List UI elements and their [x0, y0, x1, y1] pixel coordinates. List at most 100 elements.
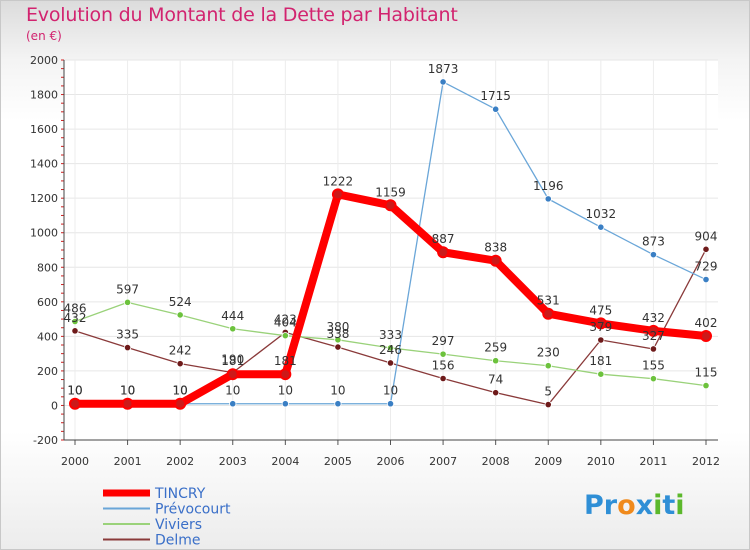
legend-label-pr-vocourt: Prévocourt: [155, 502, 231, 518]
data-label-pr-vocourt: 10: [225, 384, 240, 398]
data-label-pr-vocourt: 10: [383, 384, 398, 398]
data-label-tincry: 10: [67, 384, 82, 398]
x-tick-label: 2003: [219, 455, 247, 468]
data-point-tincry: [542, 307, 555, 320]
data-point-pr-vocourt: [544, 195, 552, 203]
legend-label-tincry: TINCRY: [154, 486, 206, 502]
x-tick-label: 2011: [639, 455, 667, 468]
x-tick-label: 2009: [534, 455, 562, 468]
logo-letter: i: [675, 490, 685, 521]
chart-title: Evolution du Montant de la Dette par Hab…: [26, 4, 458, 26]
y-tick-label: 400: [37, 330, 58, 343]
logo-letter: o: [617, 490, 636, 521]
logo-letter: r: [603, 490, 618, 521]
data-label-pr-vocourt: 1032: [586, 207, 617, 221]
data-point-pr-vocourt: [597, 223, 605, 231]
logo-letter: t: [662, 490, 676, 521]
data-point-viviers: [597, 370, 605, 378]
data-label-delme: 423: [274, 312, 297, 326]
logo-letter: i: [653, 490, 663, 521]
data-label-tincry: 181: [221, 354, 244, 368]
data-point-delme: [334, 343, 342, 351]
data-label-pr-vocourt: 729: [695, 260, 718, 274]
data-point-viviers: [71, 317, 79, 326]
data-point-pr-vocourt: [229, 400, 237, 408]
data-point-tincry: [279, 368, 292, 381]
x-tick-label: 2006: [377, 455, 405, 468]
data-point-tincry: [594, 317, 607, 330]
legend-label-delme: Delme: [155, 533, 201, 549]
y-tick-label: -200: [33, 434, 58, 447]
data-label-tincry: 402: [695, 316, 718, 330]
data-label-tincry: 432: [642, 311, 665, 325]
data-label-delme: 338: [326, 327, 349, 341]
data-point-delme: [123, 343, 132, 352]
data-label-delme: 335: [116, 328, 139, 342]
y-tick-label: 1400: [30, 158, 58, 171]
y-tick-label: 0: [51, 399, 58, 412]
data-point-tincry: [226, 368, 239, 381]
data-point-viviers: [229, 325, 237, 333]
data-point-viviers: [492, 357, 500, 365]
data-label-pr-vocourt: 10: [330, 384, 345, 398]
data-point-pr-vocourt: [702, 275, 710, 284]
data-label-tincry: 10: [173, 384, 188, 398]
data-point-delme: [439, 374, 447, 383]
data-point-viviers: [386, 344, 395, 352]
data-point-delme: [492, 389, 500, 397]
legend-label-viviers: Viviers: [155, 517, 202, 533]
data-point-delme: [386, 359, 395, 367]
data-point-viviers: [544, 362, 552, 370]
data-point-pr-vocourt: [281, 400, 289, 408]
data-label-viviers: 155: [642, 359, 665, 373]
data-label-pr-vocourt: 10: [120, 384, 135, 398]
data-point-tincry: [331, 188, 344, 201]
data-label-viviers: 115: [695, 366, 718, 380]
data-point-viviers: [281, 332, 289, 340]
data-label-pr-vocourt: 1715: [480, 89, 511, 103]
data-label-pr-vocourt: 10: [278, 384, 293, 398]
data-label-tincry: 475: [589, 303, 612, 317]
data-point-tincry: [700, 330, 712, 343]
data-point-tincry: [69, 397, 81, 410]
data-label-tincry: 838: [484, 241, 507, 255]
y-tick-label: 800: [37, 261, 58, 274]
data-label-viviers: 333: [379, 328, 402, 342]
data-label-viviers: 230: [537, 346, 560, 360]
chart-subtitle: (en €): [26, 29, 62, 43]
data-label-delme: 156: [432, 359, 455, 373]
data-label-delme: 190: [221, 353, 244, 367]
x-tick-label: 2000: [61, 455, 89, 468]
data-label-viviers: 444: [221, 309, 244, 323]
data-point-delme: [176, 360, 184, 368]
data-label-delme: 432: [64, 311, 87, 325]
data-label-tincry: 887: [432, 232, 455, 246]
data-label-tincry: 531: [537, 294, 560, 308]
proxiti-logo: Proxiti: [584, 490, 685, 521]
data-label-viviers: 181: [589, 354, 612, 368]
data-point-viviers: [649, 375, 658, 383]
data-label-delme: 327: [642, 329, 665, 343]
data-point-tincry: [121, 397, 134, 410]
data-label-viviers: 486: [64, 302, 87, 316]
data-label-tincry: 1222: [323, 174, 354, 188]
data-point-tincry: [437, 246, 450, 259]
y-tick-label: 2000: [30, 54, 58, 67]
data-label-viviers: 597: [116, 282, 139, 296]
x-tick-label: 2007: [429, 455, 457, 468]
data-label-tincry: 1159: [375, 185, 406, 199]
data-point-pr-vocourt: [386, 400, 395, 408]
data-label-pr-vocourt: 1873: [428, 62, 459, 76]
data-label-delme: 246: [379, 343, 402, 357]
data-point-viviers: [176, 311, 184, 319]
y-tick-label: 1000: [30, 227, 58, 240]
x-tick-label: 2004: [271, 455, 299, 468]
logo-letter: x: [635, 490, 654, 521]
data-label-delme: 242: [169, 344, 192, 358]
data-label-delme: 379: [589, 320, 612, 334]
data-point-delme: [702, 245, 710, 253]
data-point-tincry: [384, 199, 397, 212]
data-point-delme: [544, 400, 552, 409]
data-point-tincry: [489, 254, 502, 267]
